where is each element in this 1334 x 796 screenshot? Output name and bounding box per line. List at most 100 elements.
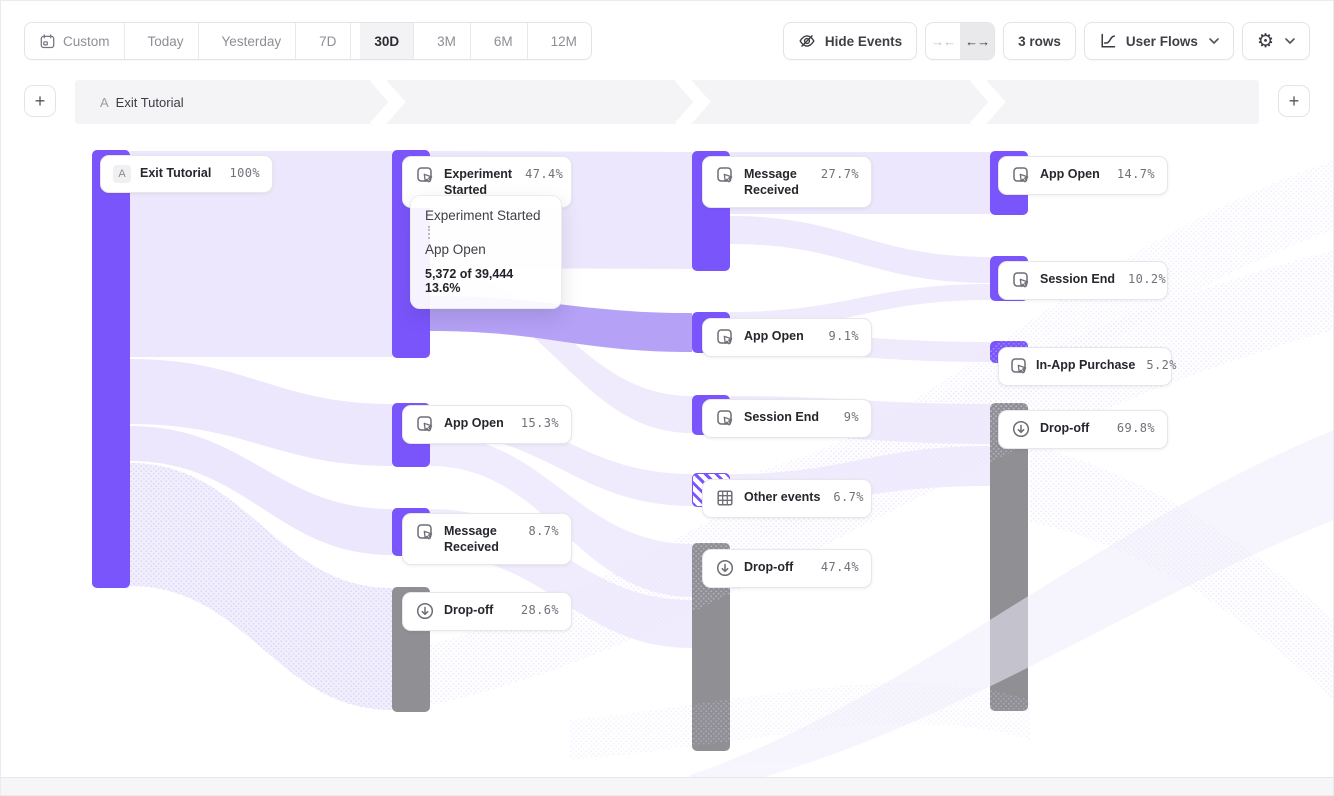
date-range-label: Custom — [63, 33, 110, 49]
tooltip-connector — [428, 226, 430, 239]
flow-steps-bar[interactable]: A Exit Tutorial — [75, 80, 1259, 124]
flow-node-in-app-purchase-c4[interactable]: In-App Purchase 5.2% — [998, 347, 1176, 386]
toolbar: Custom Today Yesterday 7D 30D 3M 6M 12M … — [0, 0, 1334, 76]
date-range-selector: Custom Today Yesterday 7D 30D 3M 6M 12M — [24, 22, 592, 60]
date-range-12m[interactable]: 12M — [550, 33, 577, 49]
drop-off-icon — [415, 601, 435, 621]
flow-tooltip: Experiment Started App Open 5,372 of 39,… — [410, 195, 562, 309]
node-percent: 8.7% — [528, 524, 559, 538]
gear-icon: ⚙ — [1256, 29, 1274, 52]
step-a-badge: A — [113, 165, 131, 183]
node-percent: 6.7% — [833, 490, 864, 504]
chevron-down-icon — [1285, 38, 1295, 44]
flow-node-drop-off-c4[interactable]: Drop-off 69.8% — [998, 410, 1168, 449]
flow-node-message-received-c3[interactable]: Message Received 27.7% — [702, 156, 872, 208]
node-label: App Open — [744, 329, 804, 343]
eye-off-icon — [798, 32, 816, 50]
node-label: App Open — [1040, 167, 1100, 181]
node-percent: 69.8% — [1116, 421, 1155, 435]
tooltip-target: App Open — [425, 242, 486, 257]
flow-node-drop-off-c2[interactable]: Drop-off 28.6% — [402, 592, 572, 631]
flow-node-exit-tutorial[interactable]: A Exit Tutorial 100% — [100, 155, 273, 193]
event-icon — [1011, 270, 1031, 290]
highlighted-ribbon-experiment-to-app-open[interactable] — [430, 296, 692, 352]
node-label: Experiment Started — [444, 167, 513, 197]
node-percent: 9% — [843, 410, 859, 424]
width-toggle-group: →← ←→ — [925, 22, 996, 60]
node-label: Drop-off — [1040, 421, 1090, 435]
node-label: Message Received — [744, 167, 799, 197]
drop-off-icon — [1011, 419, 1031, 439]
node-percent: 9.1% — [828, 329, 859, 343]
tooltip-stat: 5,372 of 39,444 13.6% — [425, 267, 514, 295]
flow-node-app-open-c4[interactable]: App Open 14.7% — [998, 156, 1168, 195]
node-label: Session End — [1040, 272, 1116, 286]
bar-exit-tutorial[interactable] — [92, 150, 130, 588]
node-label: Other events — [744, 490, 821, 504]
view-type-label: User Flows — [1125, 33, 1198, 49]
rows-label: 3 rows — [1018, 33, 1061, 49]
event-icon — [715, 408, 735, 428]
settings-dropdown[interactable]: ⚙ — [1241, 22, 1310, 60]
flow-node-other-events-c3[interactable]: Other events 6.7% — [702, 479, 872, 518]
date-range-7d[interactable]: 7D — [305, 23, 352, 59]
flow-node-session-end-c4[interactable]: Session End 10.2% — [998, 261, 1168, 300]
event-icon — [1011, 165, 1031, 185]
node-label: In-App Purchase — [1036, 358, 1136, 372]
date-range-custom[interactable]: Custom — [25, 23, 125, 59]
node-label: Drop-off — [444, 603, 494, 617]
grid-icon — [715, 488, 735, 508]
node-label: App Open — [444, 416, 504, 430]
flow-node-drop-off-c3[interactable]: Drop-off 47.4% — [702, 549, 872, 588]
date-range-today[interactable]: Today — [134, 23, 199, 59]
step-title: Exit Tutorial — [115, 94, 184, 110]
node-percent: 5.2% — [1146, 358, 1177, 372]
event-icon — [415, 522, 435, 542]
collapse-width-button[interactable]: →← — [931, 33, 956, 49]
date-range-6m[interactable]: 6M — [480, 23, 528, 59]
step-a-label: A Exit Tutorial — [100, 80, 184, 124]
user-flows-icon — [1099, 32, 1117, 50]
date-range-30d[interactable]: 30D — [360, 23, 415, 59]
hide-events-button[interactable]: Hide Events — [782, 22, 918, 60]
date-range-3m[interactable]: 3M — [423, 23, 471, 59]
hide-events-label: Hide Events — [824, 33, 903, 49]
flow-node-app-open-c2[interactable]: App Open 15.3% — [402, 405, 572, 444]
drop-off-icon — [715, 558, 735, 578]
steps-row: + A Exit Tutorial + — [0, 80, 1334, 124]
add-step-right-button[interactable]: + — [1278, 85, 1310, 117]
event-icon — [1009, 356, 1029, 376]
node-percent: 47.4% — [525, 167, 564, 181]
expand-width-button[interactable]: ←→ — [960, 23, 995, 59]
node-percent: 28.6% — [520, 603, 559, 617]
node-label: Message Received — [444, 524, 499, 554]
chevron-down-icon — [1209, 38, 1219, 44]
flow-node-session-end-c3[interactable]: Session End 9% — [702, 399, 872, 438]
date-range-yesterday[interactable]: Yesterday — [208, 23, 297, 59]
flow-node-message-received-c2[interactable]: Message Received 8.7% — [402, 513, 572, 565]
node-label: Exit Tutorial — [140, 166, 212, 180]
event-icon — [715, 165, 735, 185]
node-percent: 10.2% — [1128, 272, 1167, 286]
node-label: Session End — [744, 410, 820, 424]
node-percent: 47.4% — [820, 560, 859, 574]
tooltip-source: Experiment Started — [425, 208, 541, 223]
step-chevrons — [370, 80, 1006, 124]
ribbons-col1-col2 — [130, 151, 392, 710]
flow-node-app-open-c3[interactable]: App Open 9.1% — [702, 318, 872, 357]
node-percent: 27.7% — [820, 167, 859, 181]
rows-button[interactable]: 3 rows — [1003, 22, 1076, 60]
event-icon — [715, 327, 735, 347]
toolbar-right-group: Hide Events →← ←→ 3 rows User Flows ⚙ — [782, 22, 1310, 60]
node-label: Drop-off — [744, 560, 794, 574]
view-type-dropdown[interactable]: User Flows — [1083, 22, 1234, 60]
node-percent: 14.7% — [1116, 167, 1155, 181]
calendar-icon — [39, 33, 56, 50]
footer-bar — [0, 777, 1334, 796]
step-prefix: A — [100, 94, 109, 110]
node-percent: 15.3% — [520, 416, 559, 430]
event-icon — [415, 165, 435, 185]
add-step-left-button[interactable]: + — [24, 85, 56, 117]
node-percent: 100% — [229, 166, 260, 180]
